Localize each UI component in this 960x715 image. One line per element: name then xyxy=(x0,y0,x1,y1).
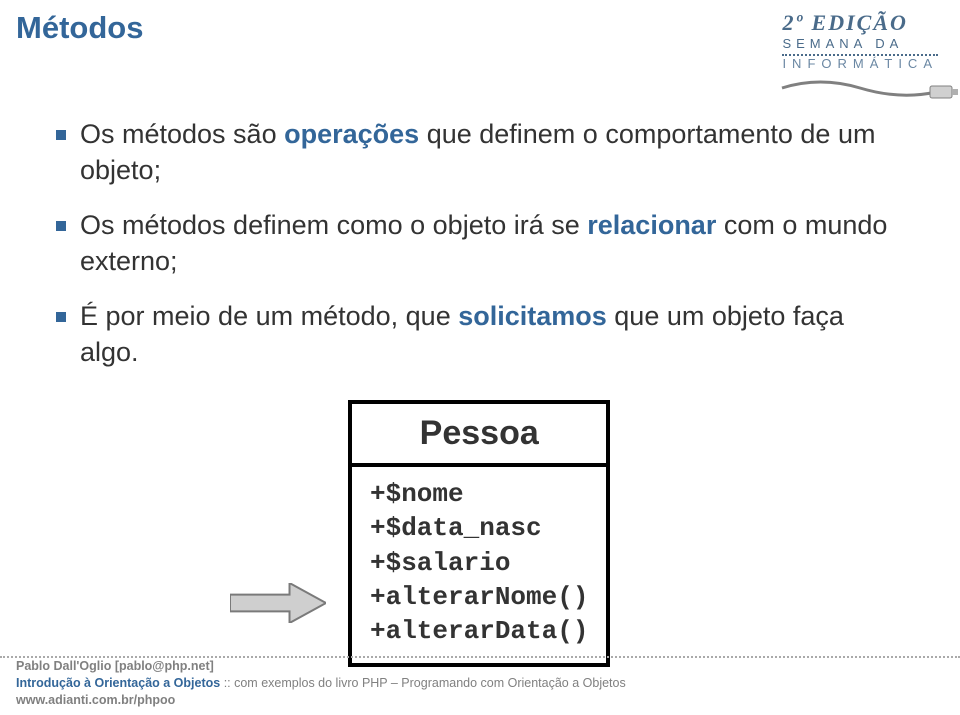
uml-member: +$data_nasc xyxy=(370,511,588,545)
uml-class-name: Pessoa xyxy=(352,404,606,463)
footer-course-name: Introdução à Orientação a Objetos xyxy=(16,676,220,690)
footer-book: PHP – Programando com Orientação a Objet… xyxy=(362,676,626,690)
bullet-marker-icon xyxy=(56,312,66,322)
footer-author: Pablo Dall'Oglio [pablo@php.net] xyxy=(16,658,626,675)
bullet-list: Os métodos são operações que definem o c… xyxy=(56,116,906,389)
decorative-cable-icon xyxy=(780,74,960,114)
footer-url: www.adianti.com.br/phpoo xyxy=(16,692,626,709)
event-logo: 2º EDIÇÃO SEMANA DA INFORMÁTICA xyxy=(782,10,938,71)
uml-class-body: +$nome+$data_nasc+$salario+alterarNome()… xyxy=(352,463,606,663)
footer: Pablo Dall'Oglio [pablo@php.net] Introdu… xyxy=(16,658,626,709)
bullet-item: Os métodos são operações que definem o c… xyxy=(56,116,906,189)
bullet-text: Os métodos são operações que definem o c… xyxy=(80,116,906,189)
bullet-item: É por meio de um método, que solicitamos… xyxy=(56,298,906,371)
bullet-text: Os métodos definem como o objeto irá se … xyxy=(80,207,906,280)
bullet-marker-icon xyxy=(56,130,66,140)
footer-subtitle: Introdução à Orientação a Objetos :: com… xyxy=(16,675,626,692)
uml-class-box: Pessoa +$nome+$data_nasc+$salario+altera… xyxy=(348,400,610,667)
logo-line1: 2º EDIÇÃO xyxy=(782,10,938,36)
uml-wrapper: Pessoa +$nome+$data_nasc+$salario+altera… xyxy=(230,400,610,667)
bullet-marker-icon xyxy=(56,221,66,231)
uml-member: +$salario xyxy=(370,546,588,580)
slide: Métodos 2º EDIÇÃO SEMANA DA INFORMÁTICA … xyxy=(0,0,960,715)
uml-member: +alterarNome() xyxy=(370,580,588,614)
arrow-icon xyxy=(230,583,326,623)
logo-line3: INFORMÁTICA xyxy=(782,56,938,71)
footer-mid: :: com exemplos do livro xyxy=(220,676,362,690)
uml-member: +alterarData() xyxy=(370,614,588,648)
slide-title: Métodos xyxy=(16,10,143,46)
bullet-text: É por meio de um método, que solicitamos… xyxy=(80,298,906,371)
uml-member: +$nome xyxy=(370,477,588,511)
logo-line2: SEMANA DA xyxy=(782,36,938,56)
bullet-item: Os métodos definem como o objeto irá se … xyxy=(56,207,906,280)
